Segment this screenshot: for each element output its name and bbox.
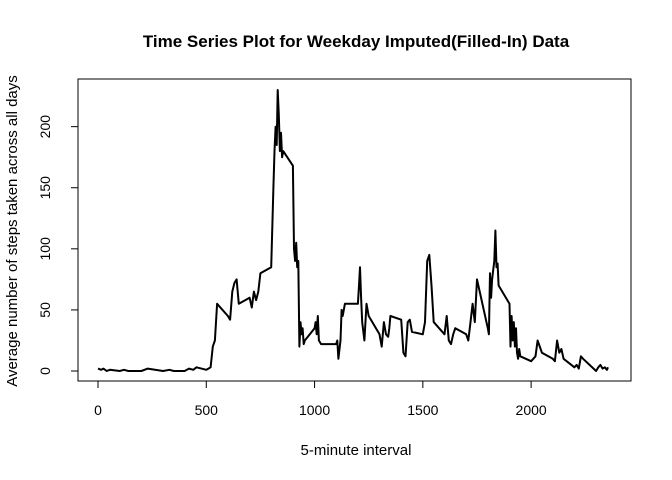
x-tick-label: 500: [195, 402, 219, 418]
x-axis: 0 500 1000 1500 2000: [94, 380, 547, 418]
y-tick-label: 0: [37, 367, 53, 375]
y-axis: 0 50 100 150 200: [37, 115, 79, 375]
y-tick-label: 100: [37, 237, 53, 261]
y-tick-label: 50: [37, 302, 53, 318]
x-tick-label: 2000: [516, 402, 547, 418]
x-tick-label: 1000: [299, 402, 330, 418]
series-group: [97, 89, 609, 372]
y-axis-label: Average number of steps taken across all…: [4, 75, 21, 387]
x-axis-label: 5-minute interval: [301, 442, 412, 459]
plot-area-frame: [77, 78, 632, 382]
series-line: [97, 89, 609, 372]
chart-title: Time Series Plot for Weekday Imputed(Fil…: [143, 32, 570, 51]
x-tick-label: 0: [94, 402, 102, 418]
y-tick-label: 150: [37, 176, 53, 200]
y-tick-label: 200: [37, 115, 53, 139]
x-tick-label: 1500: [407, 402, 438, 418]
